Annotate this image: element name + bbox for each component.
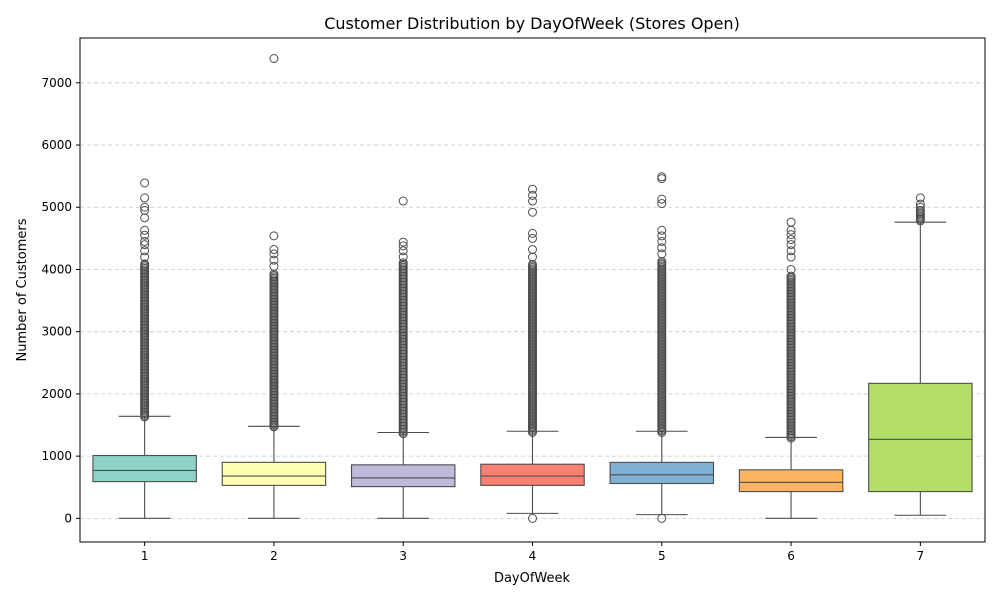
y-tick-label: 4000: [41, 262, 72, 276]
outlier-point: [528, 252, 537, 262]
outlier-point: [398, 196, 408, 206]
iqr-box: [480, 463, 585, 486]
y-tick-label: 7000: [41, 76, 72, 90]
x-tick-label: 7: [917, 549, 925, 563]
outlier-point: [528, 228, 537, 238]
x-tick-label: 6: [787, 549, 795, 563]
outlier-point: [528, 259, 537, 269]
iqr-box: [868, 382, 973, 493]
outlier-point: [140, 178, 150, 188]
outlier-point: [657, 231, 667, 241]
y-tick-label: 0: [64, 511, 72, 525]
outlier-point: [657, 172, 667, 182]
y-tick-label: 1000: [41, 449, 72, 463]
outlier-point: [140, 236, 150, 246]
y-tick-label: 3000: [41, 325, 72, 339]
y-tick-label: 5000: [41, 200, 72, 214]
outlier-point: [269, 54, 279, 64]
outlier-point: [528, 207, 537, 217]
box-group-day-6: [738, 217, 844, 519]
x-tick-label: 5: [658, 549, 666, 563]
outlier-point: [140, 246, 150, 256]
chart-title: Customer Distribution by DayOfWeek (Stor…: [324, 14, 740, 33]
outlier-point: [140, 252, 150, 262]
outlier-point: [915, 199, 925, 209]
x-axis-ticks: 1 2 3 4 5 6 7: [141, 542, 924, 563]
outlier-point: [269, 231, 279, 241]
x-tick-label: 4: [529, 549, 537, 563]
outlier-point: [140, 205, 150, 215]
outlier-point: [398, 237, 408, 247]
outlier-point: [140, 193, 150, 203]
iqr-box: [738, 469, 844, 493]
outlier-point: [140, 202, 150, 212]
outlier-point: [269, 255, 279, 265]
iqr-box: [350, 464, 456, 488]
outlier-point: [657, 236, 667, 246]
outlier-point: [398, 252, 408, 262]
iqr-box: [221, 461, 327, 486]
y-axis-ticks: 0 1000 2000 3000 4000 5000 6000 7000: [41, 76, 80, 525]
outlier-point: [140, 230, 150, 240]
outlier-point: [915, 202, 925, 212]
outlier-point: [786, 235, 796, 245]
box-series: [92, 54, 973, 523]
outlier-point: [657, 194, 667, 204]
iqr-box: [92, 454, 197, 483]
outlier-point: [657, 243, 667, 253]
x-tick-label: 2: [270, 549, 278, 563]
outlier-point: [398, 246, 408, 256]
box-group-day-4: [480, 184, 585, 523]
y-tick-label: 2000: [41, 387, 72, 401]
outlier-point: [786, 252, 796, 262]
y-axis-label: Number of Customers: [15, 218, 30, 361]
outlier-point: [786, 246, 796, 256]
x-tick-label: 1: [141, 549, 149, 563]
outlier-point: [140, 213, 150, 223]
outlier-point: [657, 249, 667, 259]
outlier-point: [269, 249, 279, 259]
outlier-point: [786, 271, 796, 281]
outlier-point: [657, 225, 667, 235]
outlier-point: [915, 193, 925, 203]
outlier-point: [786, 264, 796, 274]
grid-lines: [80, 82, 985, 519]
outlier-point: [657, 199, 667, 209]
outlier-point: [140, 259, 150, 269]
box-group-day-1: [92, 178, 197, 519]
outlier-point: [528, 233, 537, 243]
box-group-day-2: [221, 54, 327, 519]
outlier-point: [140, 240, 150, 250]
outlier-point: [269, 245, 279, 255]
outlier-point: [269, 261, 279, 271]
outlier-point: [528, 513, 537, 523]
outlier-point: [398, 258, 408, 268]
outlier-point: [398, 241, 408, 251]
outlier-point: [528, 184, 537, 194]
outlier-point: [786, 240, 796, 250]
outlier-point: [140, 225, 150, 235]
x-axis-label: DayOfWeek: [494, 571, 571, 586]
y-tick-label: 6000: [41, 138, 72, 152]
box-group-day-3: [350, 196, 456, 519]
box-group-day-5: [609, 172, 715, 523]
outlier-point: [528, 190, 537, 200]
outlier-point: [786, 217, 796, 227]
box-group-day-7: [868, 193, 973, 516]
x-tick-label: 3: [399, 549, 407, 563]
outlier-point: [657, 513, 667, 523]
outlier-point: [528, 245, 537, 255]
outlier-point: [786, 230, 796, 240]
outlier-point: [915, 205, 925, 215]
outlier-point: [528, 196, 537, 206]
iqr-box: [609, 461, 715, 485]
